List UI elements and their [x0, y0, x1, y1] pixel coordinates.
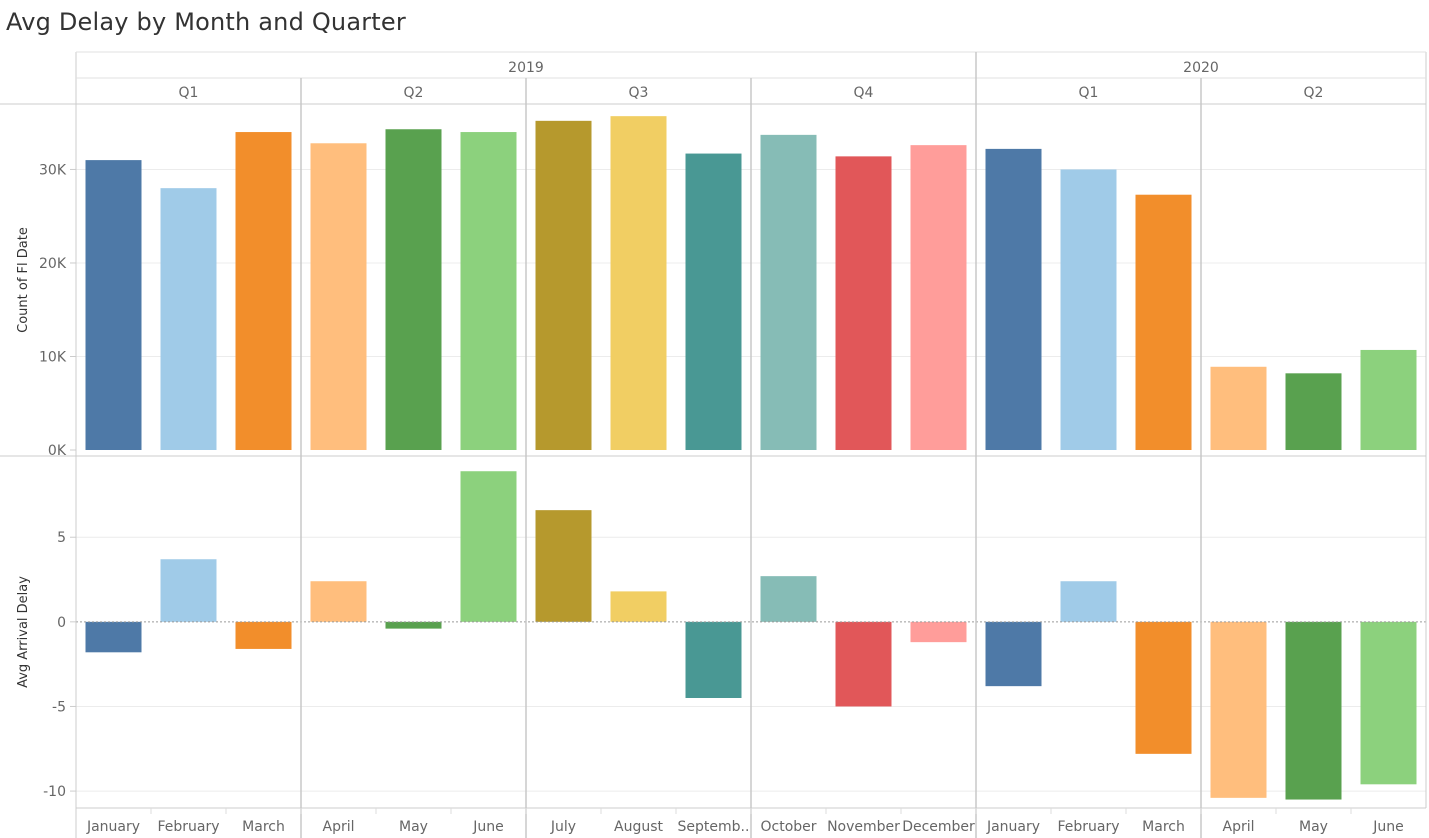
- y-axis-title: Count of Fl Date: [16, 227, 31, 333]
- bar-count-2020-may[interactable]: [1285, 373, 1342, 450]
- bar-avg_delay-2019-may[interactable]: [385, 621, 442, 629]
- bar-count-2019-january[interactable]: [85, 160, 142, 451]
- bar-count-2019-october[interactable]: [760, 134, 817, 450]
- chart-title: Avg Delay by Month and Quarter: [6, 8, 406, 36]
- bar-count-2020-april[interactable]: [1210, 366, 1267, 450]
- quarter-label: Q1: [1079, 85, 1099, 101]
- bar-avg_delay-2019-april[interactable]: [310, 581, 367, 622]
- bar-count-2020-january[interactable]: [985, 148, 1042, 451]
- bar-count-2019-june[interactable]: [460, 132, 517, 450]
- quarter-label: Q1: [179, 85, 199, 101]
- month-label: March: [1142, 819, 1185, 835]
- year-label: 2020: [1183, 60, 1219, 76]
- month-label: June: [472, 819, 504, 835]
- bar-avg_delay-2020-january[interactable]: [985, 621, 1042, 687]
- bar-avg_delay-2019-february[interactable]: [160, 559, 217, 622]
- bar-avg_delay-2019-october[interactable]: [760, 576, 817, 622]
- month-label: October: [760, 819, 816, 835]
- y-tick-label: 20K: [39, 256, 67, 272]
- month-label: May: [1299, 819, 1328, 835]
- y-tick-label: -5: [52, 699, 66, 715]
- y-tick-label: 0: [57, 615, 66, 631]
- month-label: August: [614, 819, 664, 835]
- bars-layer: [85, 116, 1417, 800]
- month-label: January: [986, 819, 1040, 835]
- month-label: April: [323, 819, 355, 835]
- month-label: January: [86, 819, 140, 835]
- bar-count-2019-february[interactable]: [160, 188, 217, 450]
- bar-avg_delay-2019-august[interactable]: [610, 591, 667, 622]
- year-label: 2019: [508, 60, 544, 76]
- month-label: June: [1372, 819, 1404, 835]
- quarter-label: Q3: [629, 85, 649, 101]
- bar-avg_delay-2019-november[interactable]: [835, 621, 892, 707]
- month-label: July: [550, 819, 576, 835]
- y-tick-label: 5: [57, 530, 66, 546]
- bar-avg_delay-2020-april[interactable]: [1210, 621, 1267, 798]
- bar-avg_delay-2020-march[interactable]: [1135, 621, 1192, 754]
- month-label: April: [1223, 819, 1255, 835]
- bar-count-2019-may[interactable]: [385, 129, 442, 450]
- bar-avg_delay-2019-september[interactable]: [685, 621, 742, 698]
- bar-avg_delay-2020-february[interactable]: [1060, 581, 1117, 622]
- month-label: December: [902, 819, 975, 835]
- month-label: May: [399, 819, 428, 835]
- bar-avg_delay-2019-july[interactable]: [535, 510, 592, 622]
- bar-count-2019-july[interactable]: [535, 120, 592, 451]
- y-tick-label: 30K: [39, 162, 67, 178]
- month-label: March: [242, 819, 285, 835]
- y-axis-title: Avg Arrival Delay: [16, 576, 31, 688]
- bar-avg_delay-2019-january[interactable]: [85, 621, 142, 653]
- bar-avg_delay-2020-may[interactable]: [1285, 621, 1342, 800]
- quarter-label: Q2: [1304, 85, 1324, 101]
- month-label: November: [827, 819, 900, 835]
- y-tick-label: 0K: [48, 443, 67, 459]
- bar-count-2019-august[interactable]: [610, 116, 667, 451]
- bar-count-2020-february[interactable]: [1060, 169, 1117, 450]
- bar-count-2019-march[interactable]: [235, 132, 292, 450]
- bar-count-2020-march[interactable]: [1135, 194, 1192, 450]
- bar-avg_delay-2019-december[interactable]: [910, 621, 967, 643]
- y-tick-label: 10K: [39, 349, 67, 365]
- month-label: February: [1057, 819, 1119, 835]
- bar-count-2019-april[interactable]: [310, 143, 367, 450]
- bar-avg_delay-2019-march[interactable]: [235, 621, 292, 649]
- bar-count-2019-december[interactable]: [910, 145, 967, 451]
- bar-count-2019-november[interactable]: [835, 156, 892, 451]
- y-tick-label: -10: [43, 784, 66, 800]
- quarter-label: Q2: [404, 85, 424, 101]
- bar-avg_delay-2019-june[interactable]: [460, 471, 517, 622]
- bar-count-2020-june[interactable]: [1360, 349, 1417, 450]
- month-label: February: [157, 819, 219, 835]
- month-label: Septemb..: [678, 819, 750, 835]
- quarter-label: Q4: [854, 85, 874, 101]
- bar-count-2019-september[interactable]: [685, 153, 742, 450]
- labels-layer: 0K 10K 20K 30K Count of Fl Date 5 0 -5 -10 Avg Ar…: [16, 60, 1404, 835]
- bar-avg_delay-2020-june[interactable]: [1360, 621, 1417, 785]
- frame-layer: [0, 51, 1427, 838]
